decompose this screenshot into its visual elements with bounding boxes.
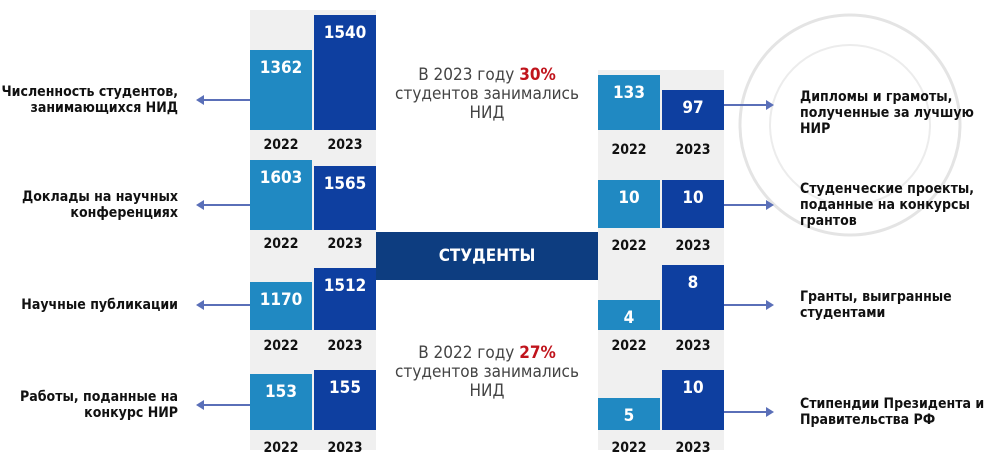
year-label: 2022 [263, 236, 299, 252]
note-line: В 2022 году 27% [377, 344, 597, 363]
year-label: 2023 [327, 137, 363, 153]
year-label: 2022 [611, 338, 647, 354]
year-label: 2022 [611, 142, 647, 158]
item-label: Работы, поданные на конкурс НИР [20, 389, 178, 421]
year-label: 2023 [327, 440, 363, 456]
arrow [724, 104, 772, 106]
note-line: В 2023 году 30% [377, 66, 597, 85]
year-label: 2023 [675, 338, 711, 354]
center-band: СТУДЕНТЫ [376, 232, 598, 280]
note-prefix: В 2022 году [418, 343, 520, 363]
item-label: Стипендии Президента и Правительства РФ [800, 396, 985, 428]
year-label: 2023 [675, 440, 711, 456]
arrow [724, 411, 772, 413]
year-label: 2022 [263, 338, 299, 354]
note: В 2022 году 27% студентов занимались НИД [377, 344, 597, 401]
year-label: 2022 [263, 440, 299, 456]
year-label: 2022 [263, 137, 299, 153]
year-label: 2022 [611, 238, 647, 254]
item-label: Научные публикации [21, 297, 178, 313]
value-box: 97 [662, 90, 724, 130]
arrow [198, 304, 250, 306]
value-box: 1362 [250, 50, 312, 130]
item-label: Численность студентов, занимающихся НИД [1, 84, 178, 116]
year-label: 2023 [327, 236, 363, 252]
note-line: студентов занимались [395, 362, 579, 382]
arrow [198, 99, 250, 101]
value-box: 1603 [250, 160, 312, 230]
year-label: 2023 [327, 338, 363, 354]
year-label: 2022 [611, 440, 647, 456]
note-line: студентов занимались [395, 84, 579, 104]
value-box: 1512 [314, 268, 376, 330]
note-prefix: В 2023 году [418, 65, 520, 85]
note-line: НИД [469, 103, 505, 123]
year-label: 2023 [675, 142, 711, 158]
year-label: 2023 [675, 238, 711, 254]
arrow [724, 304, 772, 306]
note-percent: 30% [519, 65, 556, 85]
arrow [724, 204, 772, 206]
value-box: 10 [598, 180, 660, 228]
arrow [198, 204, 250, 206]
value-box: 1170 [250, 282, 312, 330]
item-label: Дипломы и грамоты, полученные за лучшую … [800, 89, 974, 137]
value-box: 153 [250, 374, 312, 430]
note: В 2023 году 30% студентов занимались НИД [377, 66, 597, 123]
value-box: 10 [662, 370, 724, 430]
value-box: 1565 [314, 166, 376, 230]
value-box: 155 [314, 370, 376, 430]
value-box: 4 [598, 300, 660, 330]
item-label: Гранты, выигранные студентами [800, 289, 952, 321]
value-box: 8 [662, 265, 724, 330]
note-percent: 27% [519, 343, 556, 363]
item-label: Студенческие проекты, поданные на конкур… [800, 181, 975, 229]
value-box: 5 [598, 398, 660, 430]
item-label: Доклады на научных конференциях [22, 189, 178, 221]
value-box: 1540 [314, 15, 376, 130]
watermark [738, 13, 962, 237]
value-box: 133 [598, 75, 660, 130]
value-box: 10 [662, 180, 724, 228]
note-line: НИД [469, 381, 505, 401]
arrow [198, 404, 250, 406]
